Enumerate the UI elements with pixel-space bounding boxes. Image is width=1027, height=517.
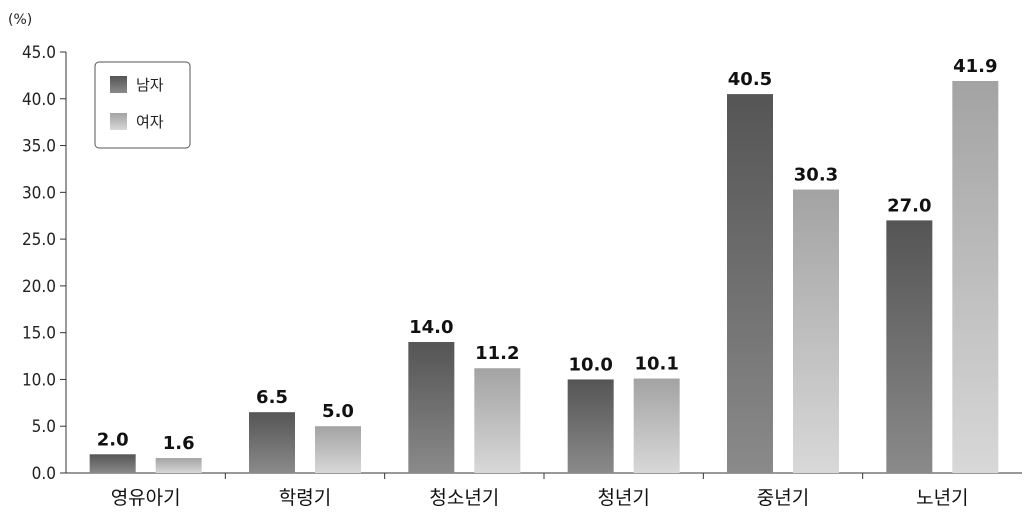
bar-female (793, 189, 839, 473)
y-tick-label: 5.0 (32, 417, 56, 437)
bars (89, 81, 999, 473)
bar-value-label: 30.3 (794, 165, 838, 186)
legend: 남자 여자 (94, 61, 191, 149)
bar-value-label: 6.5 (256, 387, 288, 408)
bar-male (567, 379, 614, 473)
bar-male (727, 94, 773, 473)
legend-label-male: 남자 (136, 76, 164, 94)
bar-female (474, 368, 521, 473)
legend-label-female: 여자 (136, 113, 164, 131)
bar-value-label: 10.0 (568, 354, 612, 375)
bar-value-label: 41.9 (953, 56, 997, 77)
bar-value-label: 11.2 (475, 343, 519, 364)
bar-female (952, 81, 999, 473)
bar-value-label: 1.6 (163, 433, 195, 454)
bar-value-label: 40.5 (728, 69, 772, 90)
x-category-label: 노년기 (916, 487, 968, 509)
x-category-label: 학령기 (279, 487, 331, 509)
bar-value-label: 10.1 (634, 354, 678, 375)
bar-female (315, 426, 361, 473)
x-category-label: 청소년기 (429, 487, 499, 509)
legend-swatch-male (110, 76, 127, 93)
value-labels: 2.0 1.6 6.5 5.0 14.0 11.2 10.0 10.1 40.5 30.3 27.0… (97, 56, 998, 454)
bar-value-label: 2.0 (97, 429, 129, 450)
y-tick-label: 15.0 (22, 324, 56, 344)
bar-female (155, 458, 202, 473)
bar-male (89, 454, 136, 473)
x-category-label: 중년기 (757, 487, 809, 509)
x-category-label: 영유아기 (111, 487, 181, 509)
legend-swatch-female (110, 113, 127, 130)
y-tick-label: 45.0 (22, 43, 56, 63)
y-tick-label: 25.0 (22, 230, 56, 250)
y-tick-label: 30.0 (22, 183, 56, 203)
bar-value-label: 27.0 (887, 195, 931, 216)
bar-female (633, 378, 680, 473)
x-axis: 영유아기 학령기 청소년기 청년기 중년기 노년기 (66, 472, 1022, 509)
bar-male (249, 412, 295, 473)
y-tick-label: 0.0 (32, 464, 56, 484)
bar-male (886, 220, 933, 473)
y-unit-label: (%) (8, 12, 32, 28)
y-tick-label: 20.0 (22, 277, 56, 297)
bar-value-label: 14.0 (409, 317, 453, 338)
y-tick-label: 40.0 (22, 90, 56, 110)
bar-male (408, 342, 455, 473)
x-category-label: 청년기 (597, 487, 649, 509)
y-tick-label: 35.0 (22, 137, 56, 157)
bar-value-label: 5.0 (322, 401, 354, 422)
y-axis: 0.0 5.0 10.0 15.0 20.0 25.0 30.0 35.0 40.0 45.0 (22, 43, 67, 484)
legend-box (94, 61, 191, 149)
y-tick-label: 10.0 (22, 370, 56, 390)
